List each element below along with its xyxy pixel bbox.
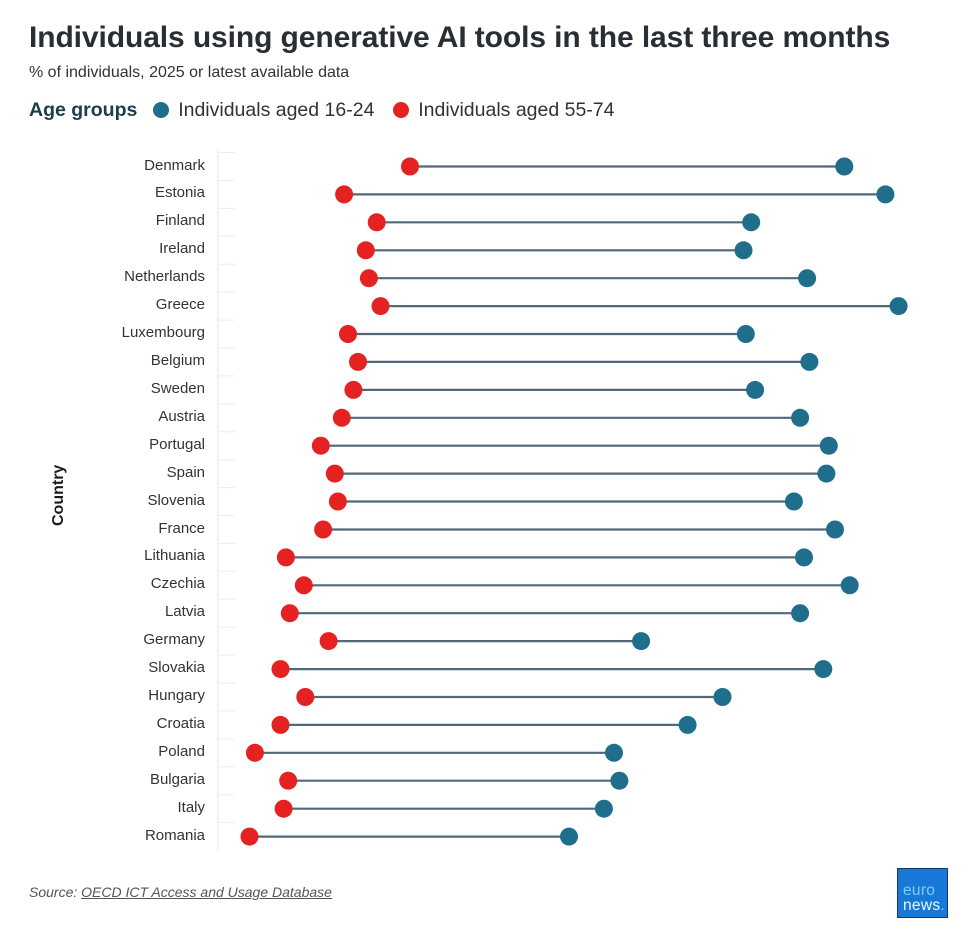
svg-text:news.: news.: [903, 897, 945, 914]
